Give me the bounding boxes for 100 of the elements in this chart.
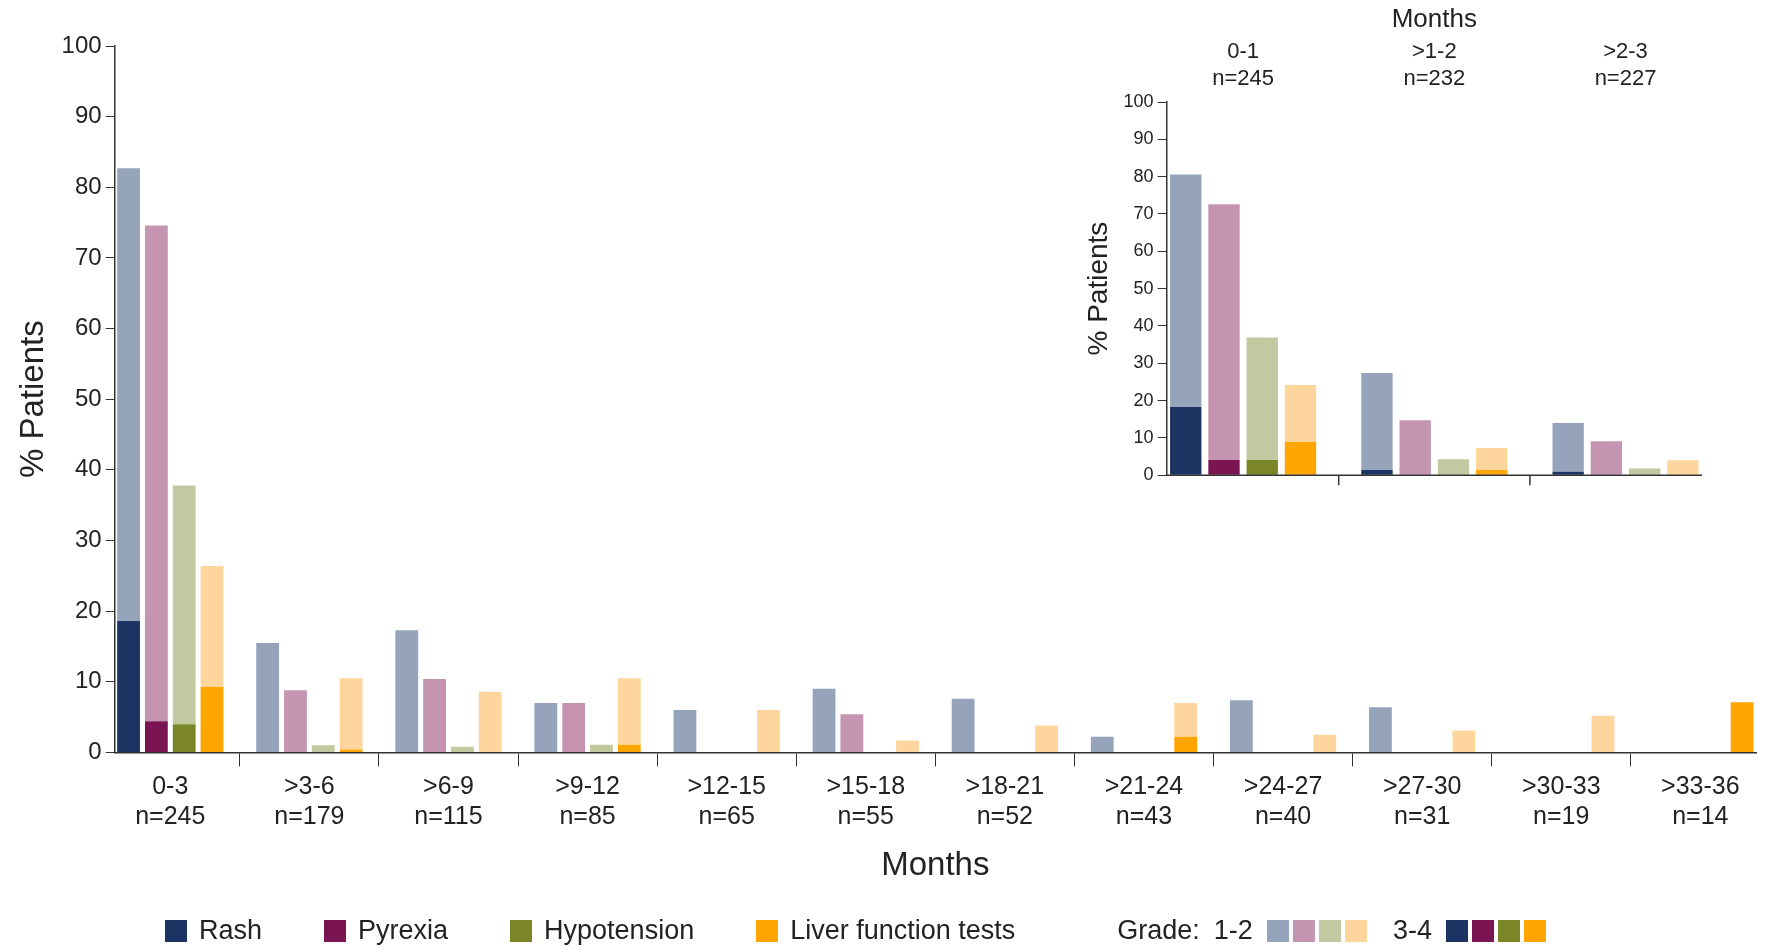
bar [200,686,224,752]
x-tick-label: >15-18 n=55 [826,771,906,830]
bar [172,485,196,725]
x-tick-label: >33-36 n=14 [1661,771,1740,830]
bar [562,702,586,752]
x-tick-label: >30-33 n=19 [1521,771,1601,830]
bar [1552,422,1584,472]
bar [395,630,419,752]
legend-label: 3-4 [1392,915,1432,946]
x-tick-label: >3-6 n=179 [274,771,345,830]
y-axis-title: % Patients [1081,221,1113,356]
y-tick-label: 30 [1133,352,1154,373]
y-axis-title: % Patients [12,320,50,479]
bar [1170,406,1202,475]
y-tick-label: 30 [74,525,102,553]
bar [1730,702,1754,752]
y-tick-label: 0 [88,737,102,765]
y-tick-label: 90 [1133,128,1154,149]
y-tick-label: 60 [1133,240,1154,261]
y-tick-label: 40 [1133,314,1154,335]
x-tick-label: >2-3 n=227 [1594,38,1657,90]
bar [1369,707,1392,752]
x-tick-label: >6-9 n=115 [414,771,483,830]
bar [311,745,335,752]
y-tick-label: 10 [1133,426,1154,447]
bar [450,746,474,752]
bar [1174,702,1198,737]
bar [840,714,864,752]
bar [1476,447,1508,470]
bar [1667,460,1699,475]
y-tick-label: 40 [74,454,102,482]
bar [1590,441,1623,475]
x-tick-label: >9-12 n=85 [555,771,620,830]
bar [339,678,363,750]
bar [1313,734,1337,752]
y-tick-label: 80 [1133,165,1154,186]
bar [1229,700,1253,752]
bar [423,678,446,752]
y-tick-label: 70 [74,242,102,270]
bar [1284,441,1317,475]
bar [144,225,168,722]
bar [812,688,836,752]
bar [1628,468,1661,475]
bar [1591,715,1615,752]
x-axis-title: Months [1391,2,1477,33]
bar [1170,174,1202,407]
x-tick-label: >27-30 n=31 [1382,771,1462,830]
bar [1035,725,1059,752]
x-tick-label: >1-2 n=232 [1403,38,1466,90]
bar [172,724,196,752]
y-tick-label: 20 [1133,389,1154,410]
bar [1208,204,1240,460]
bar [117,621,140,752]
text: Hypotension [544,915,695,946]
text: Pyrexia [358,915,449,946]
bar [200,565,224,687]
x-tick-label: >21-24 n=43 [1104,771,1184,830]
y-tick-label: 10 [74,666,102,694]
y-tick-label: 70 [1133,202,1154,223]
text: Liver function tests [790,915,1016,946]
y-tick-label: 100 [61,30,102,58]
y-tick-label: 0 [1143,464,1154,485]
x-tick-label: 0-1 n=245 [1212,38,1275,90]
y-tick-label: 60 [74,313,102,341]
bar [534,702,558,752]
bar [1174,736,1198,752]
x-tick-label: >18-21 n=52 [965,771,1045,830]
bar [757,710,780,752]
bar [1399,420,1431,475]
legend-label: 1-2 [1213,915,1253,946]
bar [617,678,641,745]
bar [590,744,613,752]
y-tick-label: 100 [1123,90,1154,111]
bar [1246,337,1278,460]
x-axis-title: Months [881,845,990,883]
bar [1284,384,1317,442]
bar [117,168,140,622]
legend-title: Grade: [1117,915,1200,946]
bar [144,721,168,752]
bar [256,642,280,752]
bar [284,690,307,752]
bar [1090,736,1114,752]
y-tick-label: 50 [74,383,102,411]
bar [1361,372,1393,470]
y-tick-label: 80 [74,171,102,199]
bar [1246,459,1278,475]
bar [1437,459,1470,475]
y-tick-label: 90 [74,101,102,129]
y-tick-label: 50 [1133,277,1154,298]
x-tick-label: >24-27 n=40 [1243,771,1323,830]
x-tick-label: >12-15 n=65 [687,771,766,830]
text: Rash [199,915,263,946]
bar [617,744,641,752]
y-tick-label: 20 [74,595,102,623]
bar [1452,730,1476,752]
bar [896,740,919,752]
bar [1208,459,1240,475]
bar [673,710,697,752]
bar [478,691,502,752]
bar [951,698,975,752]
